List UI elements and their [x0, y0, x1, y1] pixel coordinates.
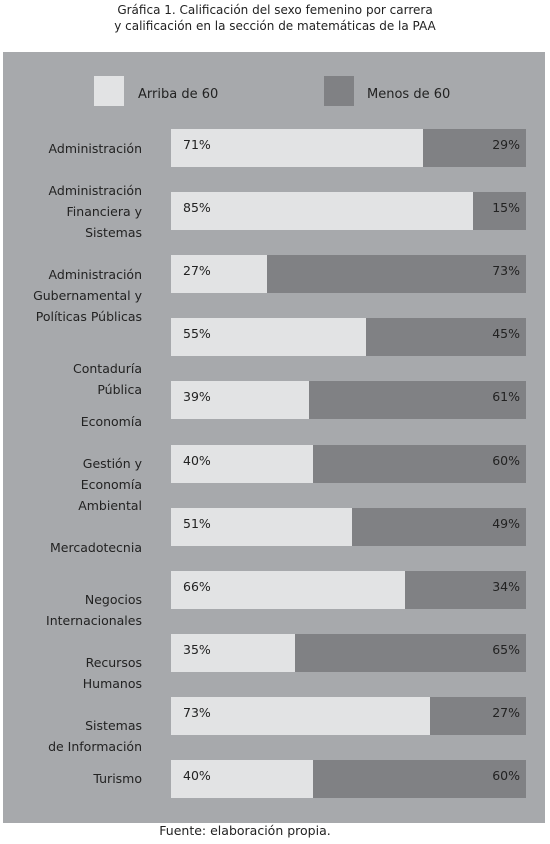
data-label-arriba: 51% — [183, 515, 211, 531]
bar-arriba-de-60 — [171, 760, 313, 798]
category-label-line: Contaduría — [73, 360, 142, 376]
legend-label-menos: Menos de 60 — [367, 87, 451, 102]
bar-menos-de-60 — [472, 192, 526, 231]
bar-menos-de-60 — [266, 255, 526, 294]
bar-arriba-de-60 — [171, 570, 406, 609]
category-label-line: Administración — [48, 182, 142, 198]
bar-menos-de-60 — [352, 507, 526, 546]
bar-arriba-de-60 — [171, 129, 424, 167]
source-note: Fuente: elaboración propia. — [159, 823, 331, 838]
category-label: Mercadotecnia — [3, 537, 142, 558]
category-label: Negocios Internacionales — [3, 589, 142, 631]
category-label-line: Políticas Públicas — [35, 308, 142, 324]
category-label-line: Administración — [48, 266, 142, 282]
data-label-arriba: 40% — [183, 452, 211, 468]
data-label-menos: 27% — [492, 704, 520, 720]
category-label-line: Gestión y — [82, 455, 142, 471]
bar-arriba-de-60 — [171, 507, 353, 546]
data-label-menos: 73% — [492, 263, 520, 279]
legend-swatch-menos — [324, 76, 354, 106]
bar-arriba-de-60 — [171, 318, 367, 357]
category-label-line: de Información — [48, 738, 142, 754]
bar-menos-de-60 — [313, 444, 526, 483]
category-label-line: Turismo — [93, 770, 142, 786]
category-label-line: Humanos — [82, 675, 142, 691]
data-label-arriba: 73% — [183, 704, 211, 720]
category-label: Sistemas de Información — [3, 715, 142, 757]
category-label-line: Mercadotecnia — [50, 539, 142, 555]
data-label-arriba: 66% — [183, 578, 211, 594]
data-label-menos: 60% — [492, 768, 520, 783]
data-label-menos: 45% — [492, 326, 520, 342]
bar-menos-de-60 — [313, 760, 526, 798]
category-label: Recursos Humanos — [3, 652, 142, 694]
data-label-menos: 15% — [492, 200, 520, 216]
data-label-menos: 65% — [492, 641, 520, 657]
data-label-menos: 49% — [492, 515, 520, 531]
category-label-line: Sistemas — [85, 224, 142, 240]
data-label-menos: 60% — [492, 452, 520, 468]
category-label: Turismo — [3, 768, 142, 789]
bar-arriba-de-60 — [171, 192, 473, 231]
category-label: Administración Gubernamental y Políticas P… — [3, 264, 142, 327]
category-label: Administración — [3, 138, 142, 159]
bar-arriba-de-60 — [171, 633, 296, 672]
bar-menos-de-60 — [423, 129, 526, 167]
bar-menos-de-60 — [295, 633, 526, 672]
data-label-arriba: 27% — [183, 263, 211, 279]
data-label-arriba: 71% — [183, 137, 211, 152]
bar-menos-de-60 — [366, 318, 526, 357]
bar-arriba-de-60 — [171, 381, 310, 420]
bar-menos-de-60 — [405, 570, 526, 609]
category-label-line: Ambiental — [78, 497, 142, 513]
bar-menos-de-60 — [430, 696, 526, 735]
data-label-arriba: 40% — [183, 768, 211, 783]
bar-arriba-de-60 — [171, 444, 313, 483]
category-label: Contaduría Pública — [3, 358, 142, 400]
category-label-line: Economía — [80, 413, 142, 429]
bar-arriba-de-60 — [171, 255, 267, 294]
chart-title-line-2: y calificación en la sección de matemáti… — [114, 19, 436, 33]
category-label-line: Financiera y — [66, 203, 142, 219]
chart-title-line-1: Gráfica 1. Calificación del sexo femenin… — [117, 3, 433, 17]
category-label: Economía — [3, 411, 142, 432]
bar-arriba-de-60 — [171, 696, 431, 735]
data-label-arriba: 55% — [183, 326, 211, 342]
data-label-menos: 61% — [492, 389, 520, 405]
category-label: Gestión y Economía Ambiental — [3, 453, 142, 516]
chart-title: Gráfica 1. Calificación del sexo femenin… — [0, 2, 550, 34]
data-label-arriba: 85% — [183, 200, 211, 216]
category-label-line: Negocios — [84, 591, 142, 607]
data-label-arriba: 35% — [183, 641, 211, 657]
legend-swatch-arriba — [94, 76, 124, 106]
data-label-menos: 29% — [492, 137, 520, 152]
category-label-line: Sistemas — [85, 717, 142, 733]
bar-menos-de-60 — [309, 381, 526, 420]
category-label-line: Pública — [97, 381, 142, 397]
chart-panel: Arriba de 60 Menos de 60 71% 29% Administr… — [3, 52, 545, 823]
category-label-line: Gubernamental y — [33, 287, 142, 303]
category-label-line: Administración — [48, 140, 142, 156]
data-label-menos: 34% — [492, 578, 520, 594]
category-label: Administración Financiera y Sistemas — [3, 180, 142, 243]
category-label-line: Recursos — [85, 654, 142, 670]
category-label-line: Economía — [80, 476, 142, 492]
data-label-arriba: 39% — [183, 389, 211, 405]
legend-label-arriba: Arriba de 60 — [138, 87, 219, 102]
category-label-line: Internacionales — [46, 612, 142, 628]
